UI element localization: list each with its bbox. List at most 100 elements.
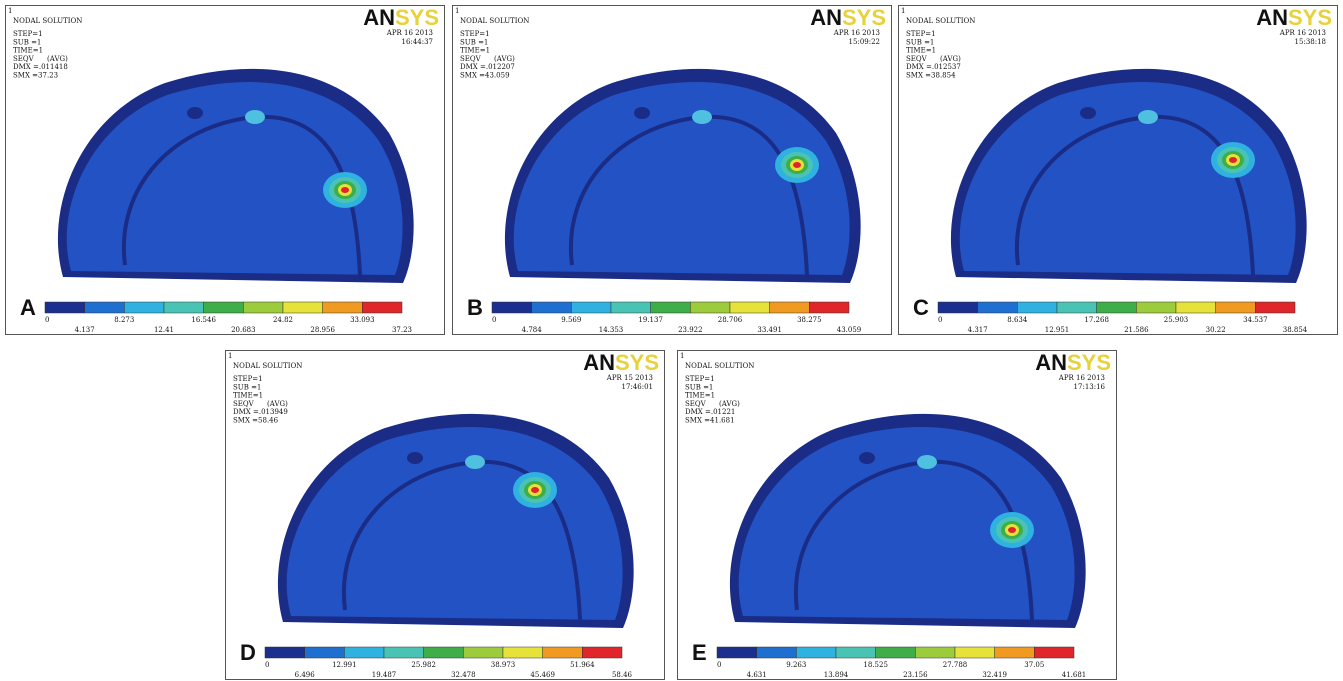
legend-swatch xyxy=(716,646,757,659)
logo: ANSYS xyxy=(1256,5,1332,30)
legend-swatch xyxy=(44,301,85,314)
hole xyxy=(465,455,485,469)
legend-value: 12.991 xyxy=(332,661,357,669)
legend-swatch xyxy=(304,646,345,659)
info-line: STEP=1 xyxy=(906,30,936,38)
info-line: TIME=1 xyxy=(906,47,936,55)
logo-main: AN xyxy=(810,5,842,30)
legend-value: 0 xyxy=(265,661,269,669)
legend-swatch xyxy=(1215,301,1256,314)
info-line: TIME=1 xyxy=(13,47,43,55)
info-line: SUB =1 xyxy=(906,38,934,46)
legend-value: 19.487 xyxy=(372,671,397,679)
legend-value: 28.956 xyxy=(310,326,335,334)
stress-spot xyxy=(341,187,349,193)
time: 17:13:16 xyxy=(1074,383,1106,391)
info-line: SUB =1 xyxy=(685,383,713,391)
legend-value: 17.268 xyxy=(1084,316,1109,324)
stress-spot xyxy=(1229,157,1237,163)
legend-swatch xyxy=(491,301,532,314)
legend-value: 4.784 xyxy=(522,326,543,334)
logo: ANSYS xyxy=(363,5,439,30)
legend-value: 45.469 xyxy=(530,671,555,679)
legend-value: 25.982 xyxy=(411,661,436,669)
legend-swatch xyxy=(502,646,543,659)
solution-title: NODAL SOLUTION xyxy=(685,362,754,370)
legend-value: 30.22 xyxy=(1206,326,1226,334)
panel-label: D xyxy=(240,640,256,665)
info-line: SMX =58.46 xyxy=(233,417,279,425)
legend-swatch xyxy=(1017,301,1058,314)
date: APR 16 2013 xyxy=(1279,29,1326,37)
legend-swatch xyxy=(835,646,876,659)
info-line: SEQV (AVG) xyxy=(906,55,961,63)
legend-value: 9.569 xyxy=(561,316,581,324)
legend-value: 32.419 xyxy=(982,671,1007,679)
legend-swatch xyxy=(1056,301,1097,314)
legend-swatch xyxy=(463,646,504,659)
info-line: SEQV (AVG) xyxy=(13,55,68,63)
hole xyxy=(859,452,875,464)
time: 16:44:37 xyxy=(402,38,433,46)
legend-swatch xyxy=(1096,301,1137,314)
date: APR 16 2013 xyxy=(833,29,880,37)
legend-value: 0 xyxy=(717,661,721,669)
corner-number: 1 xyxy=(901,7,905,15)
info-line: DMX =.012207 xyxy=(460,63,515,71)
info-line: SEQV (AVG) xyxy=(460,55,515,63)
info-line: STEP=1 xyxy=(460,30,490,38)
hole xyxy=(1138,110,1158,124)
legend-value: 8.634 xyxy=(1007,316,1028,324)
logo-main: AN xyxy=(583,350,615,375)
legend-value: 25.903 xyxy=(1164,316,1189,324)
logo-accent: SYS xyxy=(842,5,886,30)
legend-swatch xyxy=(977,301,1018,314)
legend-value: 0 xyxy=(45,316,49,324)
info-line: SEQV (AVG) xyxy=(233,400,288,408)
legend-value: 21.586 xyxy=(1124,326,1149,334)
info-line: DMX =.013949 xyxy=(233,408,288,416)
legend-swatch xyxy=(282,301,323,314)
hole xyxy=(692,110,712,124)
legend-value: 28.706 xyxy=(718,316,743,324)
legend-swatch xyxy=(243,301,284,314)
legend-value: 23.922 xyxy=(678,326,703,334)
info-line: SMX =38.854 xyxy=(906,72,956,80)
legend-swatch xyxy=(203,301,244,314)
legend-value: 8.273 xyxy=(114,316,134,324)
panel-label: C xyxy=(913,295,929,320)
time: 15:38:18 xyxy=(1295,38,1326,46)
legend-value: 32.478 xyxy=(451,671,476,679)
legend-swatch xyxy=(809,301,850,314)
hole xyxy=(634,107,650,119)
legend-swatch xyxy=(796,646,837,659)
logo-main: AN xyxy=(1256,5,1288,30)
time: 17:46:01 xyxy=(622,383,653,391)
legend-value: 41.681 xyxy=(1062,671,1087,679)
legend-value: 19.137 xyxy=(638,316,663,324)
legend-swatch xyxy=(383,646,424,659)
legend-value: 0 xyxy=(938,316,942,324)
legend-value: 6.496 xyxy=(295,671,316,679)
legend-swatch xyxy=(582,646,623,659)
solution-title: NODAL SOLUTION xyxy=(233,362,302,370)
info-line: SUB =1 xyxy=(460,38,488,46)
model xyxy=(513,82,850,276)
corner-number: 1 xyxy=(228,352,232,360)
logo: ANSYS xyxy=(583,350,659,375)
stress-spot xyxy=(793,162,801,168)
logo-main: AN xyxy=(1035,350,1067,375)
model xyxy=(738,427,1075,620)
legend-swatch xyxy=(344,646,385,659)
legend-value: 34.537 xyxy=(1243,316,1268,324)
legend-swatch xyxy=(163,301,204,314)
logo: ANSYS xyxy=(810,5,886,30)
legend-swatch xyxy=(571,301,612,314)
solution-title: NODAL SOLUTION xyxy=(460,17,529,25)
info-line: STEP=1 xyxy=(13,30,43,38)
legend-swatch xyxy=(322,301,363,314)
stress-spot xyxy=(531,487,539,493)
